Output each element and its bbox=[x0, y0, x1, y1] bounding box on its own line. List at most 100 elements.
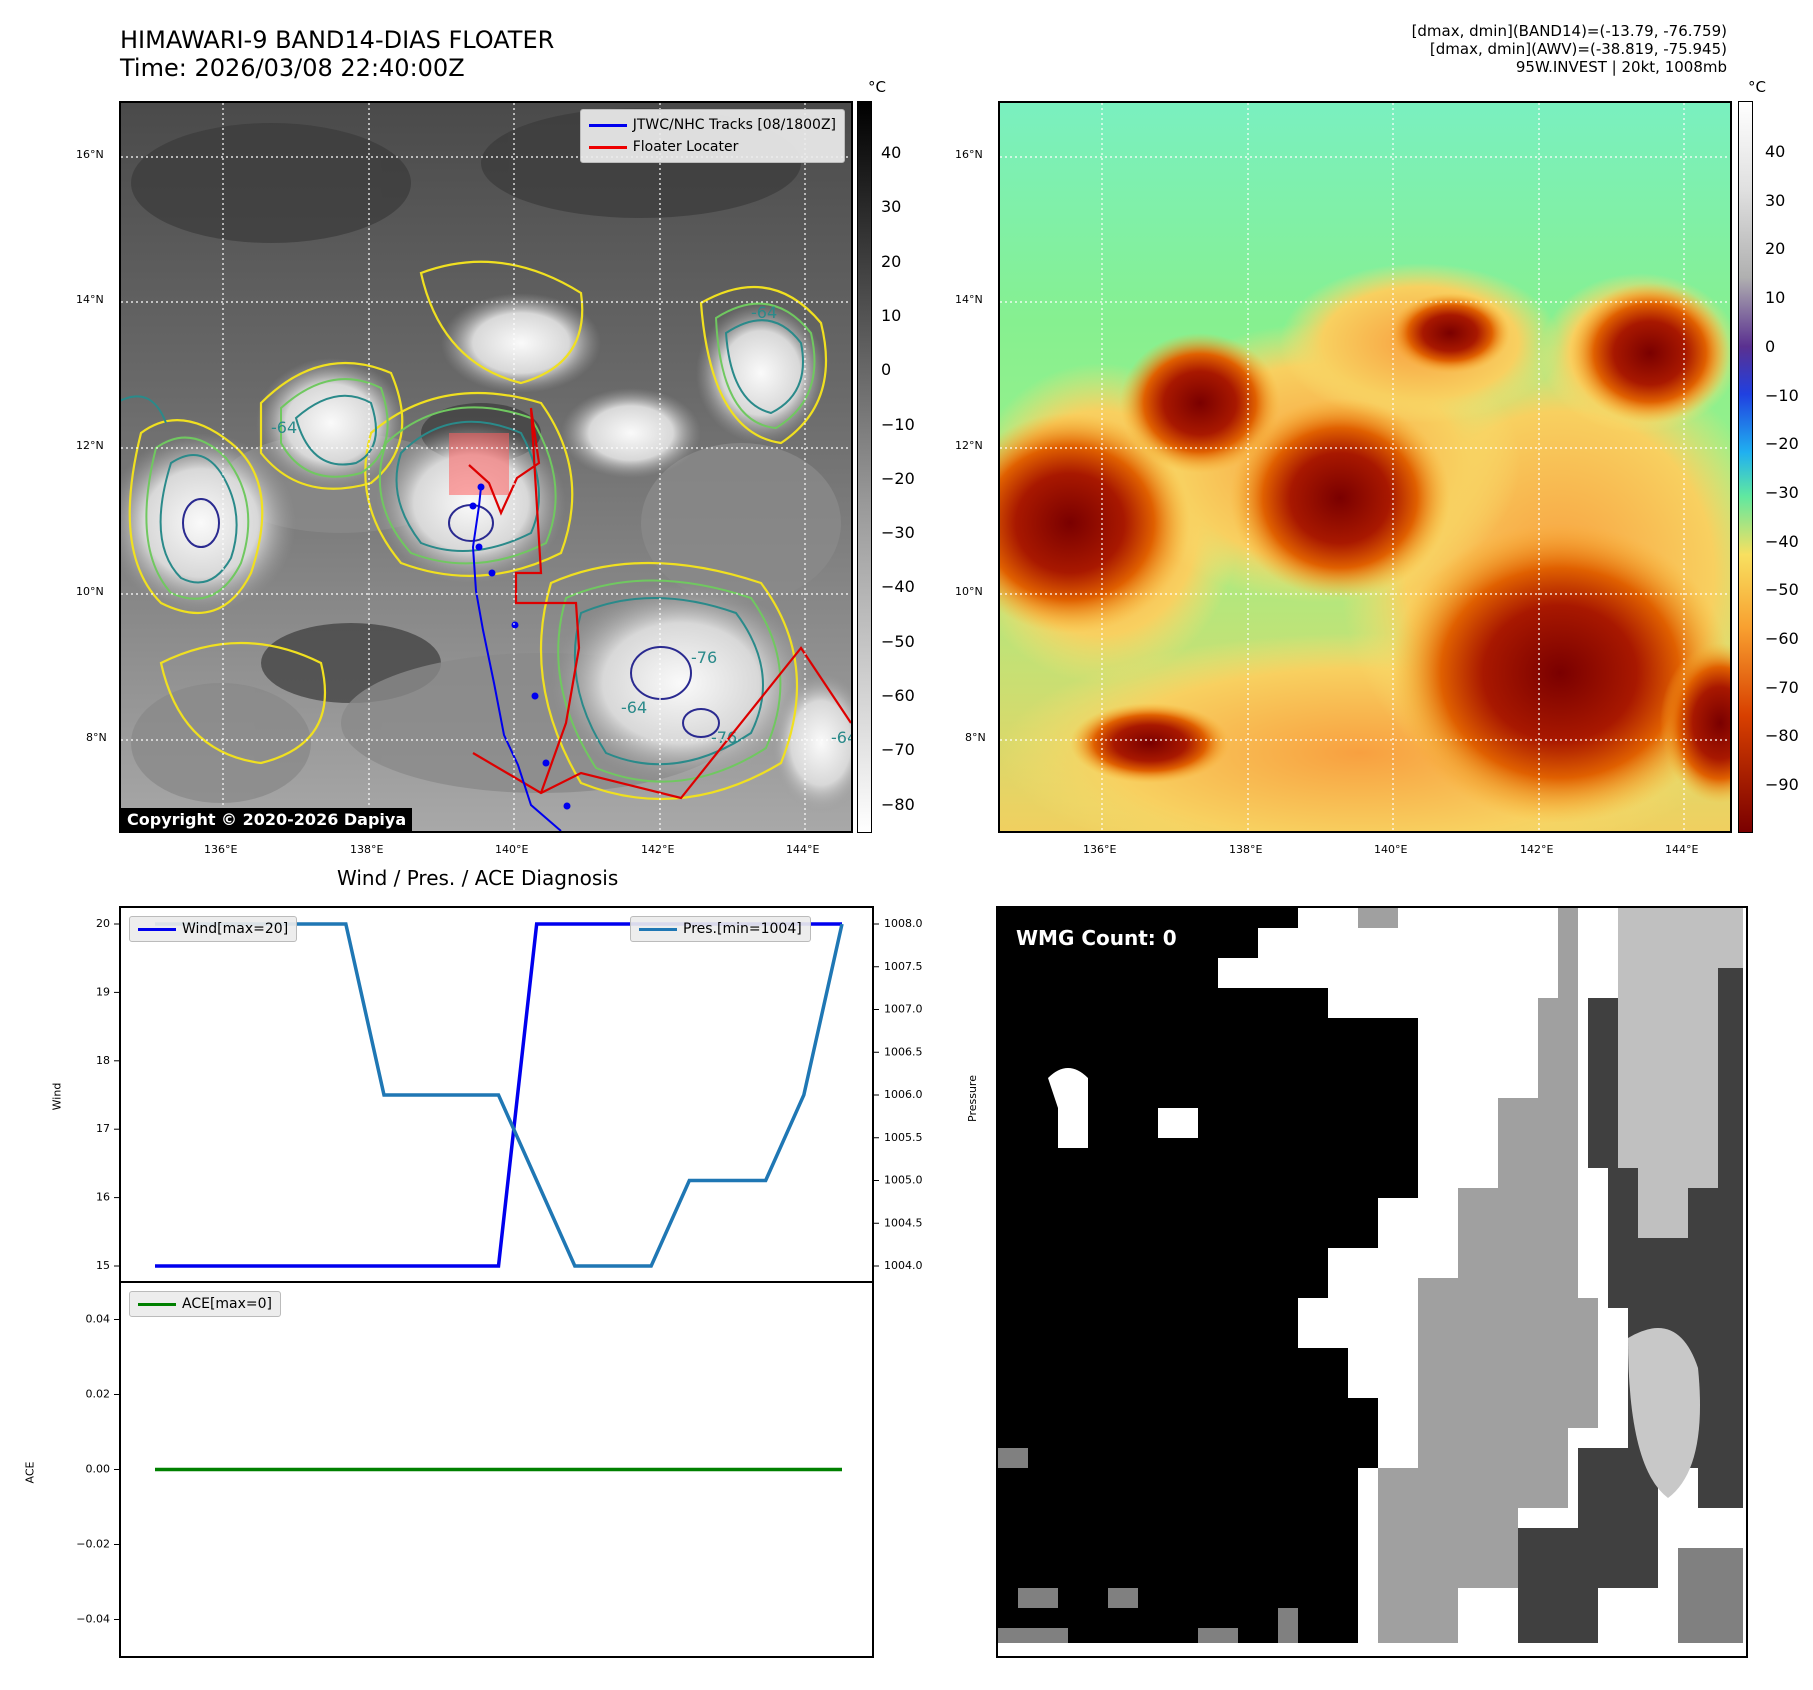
colorbar-tick: −40 bbox=[1765, 531, 1799, 551]
ace-axis-label: ACE bbox=[23, 1461, 37, 1484]
wmg-image bbox=[998, 908, 1746, 1656]
colorbar-tick: 40 bbox=[1765, 142, 1786, 161]
copyright-label: Copyright © 2020-2026 Dapiya bbox=[121, 808, 413, 831]
ace-axes bbox=[119, 1281, 874, 1658]
colorbar-tick: 40 bbox=[881, 143, 902, 162]
awv-map-panel bbox=[998, 101, 1732, 833]
contour-label: -76 bbox=[691, 648, 717, 667]
lon-label: 136°E bbox=[204, 843, 238, 856]
pressure-legend: Pres.[min=1004] bbox=[630, 916, 811, 942]
floater-locater-line bbox=[468, 407, 581, 794]
pressure-tick-label: 1007.0 bbox=[884, 1003, 923, 1016]
colorbar-tick: −50 bbox=[881, 631, 915, 651]
contour-label: -64 bbox=[751, 303, 777, 322]
colorbar-tick: −30 bbox=[1765, 482, 1799, 502]
colorbar-tick: 30 bbox=[881, 197, 902, 217]
pressure-axis-label: Pressure bbox=[965, 1075, 979, 1122]
wind-tick-label: 17 bbox=[96, 1122, 110, 1135]
track-point bbox=[488, 569, 496, 577]
lat-label: 12°N bbox=[955, 439, 983, 452]
pressure-tick-label: 1005.0 bbox=[884, 1174, 923, 1187]
colorbar-tick: 10 bbox=[1765, 288, 1786, 308]
colorbar-tick: −30 bbox=[881, 523, 915, 543]
colorbar-tick: −50 bbox=[1765, 580, 1799, 600]
ace-tick-label: 0.02 bbox=[86, 1388, 111, 1401]
legend-floater-label: Floater Locater bbox=[632, 139, 739, 155]
lat-label: 8°N bbox=[86, 731, 107, 744]
pressure-tick-label: 1004.5 bbox=[884, 1216, 923, 1229]
wind-axis-label: Wind bbox=[50, 1082, 64, 1111]
wind-tick-label: 18 bbox=[96, 1054, 110, 1067]
jtwc-track-line bbox=[471, 486, 562, 831]
wind-tick-label: 20 bbox=[96, 917, 110, 930]
lon-label: 138°E bbox=[1229, 843, 1263, 856]
track-point bbox=[563, 802, 571, 810]
colorbar-tick: −90 bbox=[1765, 775, 1799, 795]
satellite-title: HIMAWARI-9 BAND14-DIAS FLOATER bbox=[120, 26, 555, 54]
awv-map-image bbox=[1000, 103, 1730, 831]
colorbar-tick: −40 bbox=[881, 577, 915, 597]
awv-colorbar bbox=[1738, 101, 1753, 833]
track-point bbox=[475, 543, 483, 551]
lat-label: 10°N bbox=[955, 585, 983, 598]
lat-label: 16°N bbox=[76, 148, 104, 161]
colorbar-tick: 0 bbox=[1765, 336, 1776, 356]
wind-tick-label: 16 bbox=[96, 1191, 110, 1204]
wind-tick-label: 15 bbox=[96, 1259, 110, 1272]
wind-pressure-axes bbox=[119, 906, 874, 1283]
legend-tracks-label: JTWC/NHC Tracks [08/1800Z] bbox=[632, 117, 836, 133]
colorbar-tick: −10 bbox=[1765, 385, 1799, 405]
pressure-tick-label: 1007.5 bbox=[884, 960, 923, 973]
figure-title: HIMAWARI-9 BAND14-DIAS FLOATER Time: 202… bbox=[120, 26, 554, 82]
colorbar-unit: °C bbox=[1748, 78, 1766, 96]
ace-legend-label: ACE[max=0] bbox=[182, 1296, 273, 1312]
wind-legend-swatch bbox=[138, 927, 176, 931]
lat-label: 14°N bbox=[955, 293, 983, 306]
awv-range: [dmax, dmin](AWV)=(-38.819, -75.945) bbox=[1429, 40, 1727, 58]
lon-label: 138°E bbox=[350, 843, 384, 856]
colorbar-tick: −80 bbox=[881, 794, 915, 814]
ir-map-panel: -64 -76 -64 -76 -64 -64 bbox=[119, 101, 853, 833]
colorbar-tick: −80 bbox=[1765, 726, 1799, 746]
legend-floater-swatch bbox=[588, 145, 627, 149]
map-legend: JTWC/NHC Tracks [08/1800Z] Floater Locat… bbox=[579, 109, 845, 163]
colorbar-tick: −70 bbox=[881, 740, 915, 760]
colorbar-tick: −10 bbox=[881, 414, 915, 434]
floater-locater-line bbox=[472, 646, 851, 800]
contour-label: -64 bbox=[271, 418, 297, 437]
wmg-count-label: WMG Count: 0 bbox=[1016, 926, 1177, 950]
lon-label: 140°E bbox=[1374, 843, 1408, 856]
diagnosis-title: Wind / Pres. / ACE Diagnosis bbox=[337, 866, 619, 890]
colorbar-tick: −60 bbox=[881, 686, 915, 705]
lon-label: 136°E bbox=[1083, 843, 1117, 856]
colorbar-tick: −20 bbox=[1765, 434, 1799, 454]
wind-legend: Wind[max=20] bbox=[129, 916, 298, 942]
colorbar-tick: 30 bbox=[1765, 190, 1786, 210]
pressure-legend-label: Pres.[min=1004] bbox=[683, 921, 802, 937]
pressure-tick-label: 1005.5 bbox=[884, 1131, 923, 1144]
lat-label: 10°N bbox=[76, 585, 104, 598]
track-point bbox=[542, 759, 550, 767]
colorbar-tick: 20 bbox=[881, 251, 902, 271]
pressure-tick-label: 1006.0 bbox=[884, 1088, 923, 1101]
ace-legend: ACE[max=0] bbox=[129, 1291, 282, 1317]
track-point bbox=[511, 621, 519, 629]
legend-tracks-entry: JTWC/NHC Tracks [08/1800Z] bbox=[588, 114, 836, 136]
figure-info: [dmax, dmin](BAND14)=(-13.79, -76.759) [… bbox=[1412, 22, 1727, 76]
wind-legend-label: Wind[max=20] bbox=[182, 921, 289, 937]
contour-label: -76 bbox=[711, 728, 737, 747]
lon-label: 140°E bbox=[495, 843, 529, 856]
legend-floater-entry: Floater Locater bbox=[588, 136, 836, 158]
pressure-series-line bbox=[155, 922, 844, 1268]
lat-label: 8°N bbox=[965, 731, 986, 744]
colorbar-tick: −70 bbox=[1765, 677, 1799, 697]
wind-series-line bbox=[155, 922, 842, 1268]
ace-legend-swatch bbox=[138, 1302, 176, 1306]
lon-label: 142°E bbox=[641, 843, 675, 856]
storm-info: 95W.INVEST | 20kt, 1008mb bbox=[1515, 58, 1727, 76]
colorbar-unit: °C bbox=[868, 78, 886, 96]
track-point bbox=[531, 692, 539, 700]
colorbar-tick: −20 bbox=[881, 468, 915, 488]
colorbar-tick: 0 bbox=[881, 360, 892, 380]
contour-label: -64 bbox=[831, 728, 851, 747]
